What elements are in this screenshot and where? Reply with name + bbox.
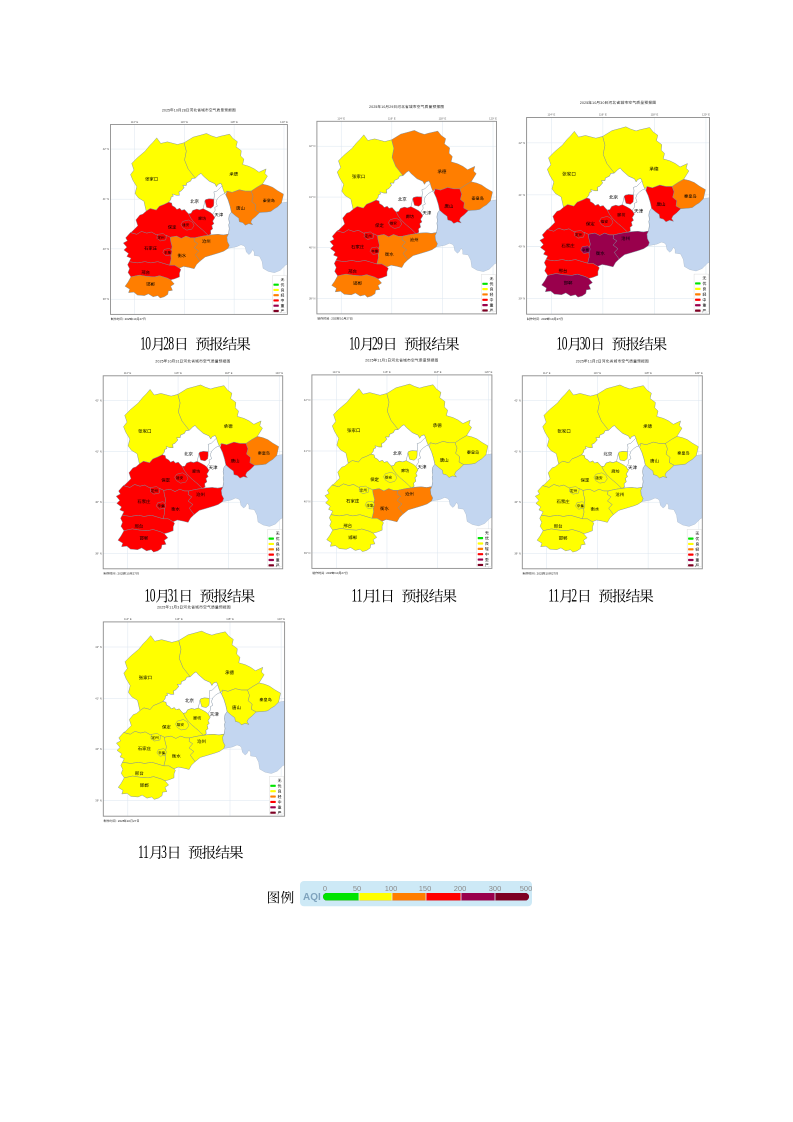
svg-text:2025: 2025 [157,605,165,609]
svg-text:2025: 2025 [576,359,584,363]
svg-text:2: 2 [571,586,577,606]
svg-text:2025: 2025 [369,105,377,109]
svg-text:150: 150 [419,884,432,893]
svg-text:11: 11 [588,359,592,363]
svg-text:AQI: AQI [303,892,321,903]
svg-text:11: 11 [169,605,173,609]
svg-text:1: 1 [557,334,563,354]
svg-text:3: 3 [168,586,174,606]
svg-text:10: 10 [381,105,385,109]
svg-text:100: 100 [385,884,398,893]
svg-text:29: 29 [389,105,393,109]
svg-text:9: 9 [377,334,383,354]
svg-text:10: 10 [592,101,596,105]
svg-text:30: 30 [600,101,604,105]
svg-text:1: 1 [548,586,554,606]
svg-text:3: 3 [177,605,179,609]
svg-text:1: 1 [352,586,358,606]
svg-text:2025: 2025 [365,359,373,363]
svg-text:10: 10 [174,108,178,112]
svg-text:1: 1 [143,842,149,862]
svg-text:0: 0 [150,586,156,606]
svg-text:2: 2 [163,334,169,354]
svg-text:1: 1 [349,334,355,354]
svg-text:50: 50 [353,884,361,893]
svg-text:0: 0 [323,884,327,893]
svg-text:0: 0 [585,334,591,354]
svg-text:8: 8 [168,334,174,354]
svg-text:1: 1 [357,586,363,606]
svg-text:2025: 2025 [162,108,170,112]
svg-text:10: 10 [167,359,171,363]
svg-text:2025: 2025 [155,359,163,363]
svg-text:1: 1 [385,359,387,363]
svg-text:31: 31 [175,359,179,363]
svg-text:28: 28 [182,108,186,112]
svg-text:300: 300 [489,884,502,893]
svg-text:2025: 2025 [580,101,588,105]
svg-text:11: 11 [377,359,381,363]
svg-text:500: 500 [520,884,533,893]
svg-text:2: 2 [372,334,378,354]
svg-text:0: 0 [354,334,360,354]
svg-text:1: 1 [140,334,146,354]
svg-text:200: 200 [454,884,467,893]
svg-text:1: 1 [138,842,144,862]
svg-text:1: 1 [173,586,179,606]
svg-text:1: 1 [375,586,381,606]
svg-text:1: 1 [553,586,559,606]
svg-text:0: 0 [562,334,568,354]
svg-text:1: 1 [145,586,151,606]
svg-text:2: 2 [596,359,598,363]
svg-text:0: 0 [145,334,151,354]
svg-text:3: 3 [580,334,586,354]
svg-text:3: 3 [161,842,167,862]
